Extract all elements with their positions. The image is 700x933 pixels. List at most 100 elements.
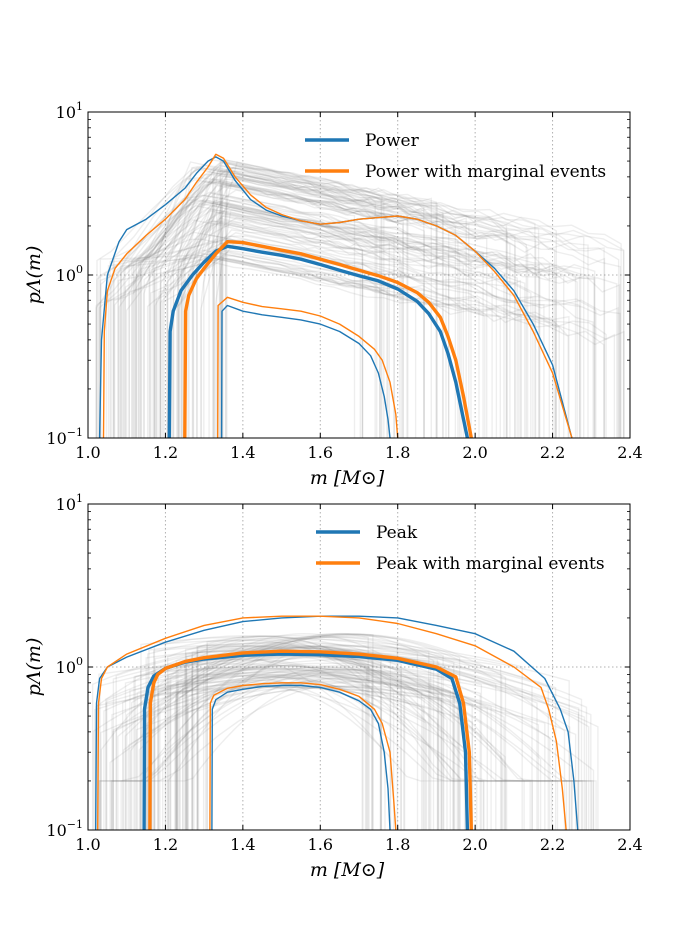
posterior-sample-curve <box>179 633 369 830</box>
credible-band-line-blue <box>211 684 391 830</box>
posterior-sample-curve <box>182 674 473 830</box>
posterior-sample-curve <box>144 633 435 830</box>
posterior-sample-curve <box>127 681 395 830</box>
posterior-sample-curve <box>100 637 485 830</box>
legend-label: Power <box>365 131 420 151</box>
posterior-sample-curve <box>120 206 450 438</box>
posterior-sample-curve <box>95 204 498 438</box>
posterior-sample-curve <box>96 166 508 438</box>
posterior-sample-curve <box>150 671 443 830</box>
posterior-sample-curve <box>187 201 550 438</box>
posterior-sample-curve <box>159 161 536 438</box>
posterior-sample-curve <box>157 666 368 830</box>
posterior-sample-curve <box>188 170 508 438</box>
x-tick-label: 1.4 <box>230 443 255 462</box>
posterior-sample-curve <box>182 632 392 830</box>
posterior-sample-curve <box>94 668 580 830</box>
posterior-sample-curve <box>226 159 622 438</box>
posterior-sample-curve <box>110 669 568 830</box>
posterior-sample-curve <box>170 649 583 830</box>
credible-band-line-orange <box>217 296 399 438</box>
y-ticks: 101 100 10−1 <box>46 100 630 448</box>
posterior-sample-curve <box>150 684 488 830</box>
posterior-sample-curve <box>170 171 409 438</box>
posterior-sample-curve <box>136 166 620 438</box>
posterior-sample-curve <box>126 636 444 830</box>
posterior-sample-curve <box>95 641 508 830</box>
posterior-sample-curve <box>135 686 373 830</box>
posterior-sample-curve <box>192 220 522 438</box>
posterior-sample-curve <box>182 208 493 438</box>
posterior-sample-curve <box>148 180 408 438</box>
posterior-sample-curve <box>128 235 597 438</box>
posterior-sample-curve <box>133 178 621 438</box>
posterior-sample-curve <box>187 676 587 830</box>
posterior-sample-curve <box>158 258 417 438</box>
posterior-sample-curve <box>105 220 532 438</box>
posterior-sample-curve <box>214 211 578 438</box>
posterior-sample-curve <box>196 256 388 438</box>
x-tick-label: 1.6 <box>308 443 333 462</box>
posterior-sample-curve <box>172 211 518 438</box>
posterior-sample-curve <box>186 635 398 830</box>
posterior-samples <box>95 159 625 438</box>
posterior-sample-curve <box>136 664 551 830</box>
posterior-sample-curve <box>168 633 374 830</box>
posterior-sample-curve <box>153 235 621 438</box>
posterior-sample-curve <box>193 682 445 830</box>
posterior-sample-curve <box>140 222 505 438</box>
posterior-sample-curve <box>112 685 442 830</box>
credible-band-line-orange <box>97 615 567 830</box>
posterior-sample-curve <box>99 680 573 830</box>
series-lines <box>98 153 573 438</box>
posterior-sample-curve <box>153 645 533 830</box>
posterior-samples <box>91 632 599 830</box>
x-axis-label: m [M⊙] <box>310 859 385 881</box>
median-line-blue <box>167 244 470 438</box>
posterior-sample-curve <box>132 231 425 438</box>
posterior-sample-curve <box>99 202 395 438</box>
posterior-sample-curve <box>140 636 557 830</box>
posterior-sample-curve <box>191 239 619 438</box>
legend: Power Power with marginal events <box>305 131 606 182</box>
posterior-sample-curve <box>125 200 577 438</box>
posterior-sample-curve <box>153 665 454 830</box>
posterior-sample-curve <box>151 667 451 830</box>
posterior-sample-curve <box>123 210 541 438</box>
posterior-sample-curve <box>124 219 395 438</box>
posterior-sample-curve <box>164 639 549 830</box>
posterior-sample-curve <box>158 679 595 830</box>
posterior-sample-curve <box>147 655 459 830</box>
posterior-sample-curve <box>166 221 403 438</box>
posterior-sample-curve <box>180 220 526 438</box>
posterior-sample-curve <box>154 204 618 438</box>
posterior-sample-curve <box>212 217 364 438</box>
y-ticks: 101 100 10−1 <box>46 492 630 840</box>
posterior-sample-curve <box>109 674 573 830</box>
posterior-sample-curve <box>140 199 461 438</box>
posterior-sample-curve <box>181 159 437 438</box>
posterior-sample-curve <box>177 164 508 438</box>
posterior-sample-curve <box>112 672 481 830</box>
x-tick-label: 1.0 <box>75 443 100 462</box>
legend: Peak Peak with marginal events <box>316 523 605 574</box>
posterior-sample-curve <box>221 182 606 438</box>
posterior-sample-curve <box>154 649 368 830</box>
posterior-sample-curve <box>206 642 419 830</box>
x-tick-label: 1.2 <box>153 835 178 854</box>
posterior-sample-curve <box>176 667 427 830</box>
posterior-sample-curve <box>134 179 378 438</box>
posterior-sample-curve <box>177 161 540 438</box>
posterior-sample-curve <box>163 258 605 438</box>
posterior-sample-curve <box>98 663 577 830</box>
x-tick-label: 1.2 <box>153 443 178 462</box>
posterior-sample-curve <box>184 209 565 438</box>
posterior-sample-curve <box>113 179 511 438</box>
posterior-sample-curve <box>225 175 470 438</box>
credible-band-line-blue <box>220 304 391 438</box>
posterior-sample-curve <box>152 202 381 438</box>
posterior-sample-curve <box>131 161 557 438</box>
posterior-sample-curve <box>115 665 405 830</box>
posterior-sample-curve <box>120 668 542 830</box>
panel-power: 1.0 1.2 1.4 1.6 1.8 2.0 2.2 2.4 101 100 10−1 m [M⊙]… <box>23 100 643 489</box>
